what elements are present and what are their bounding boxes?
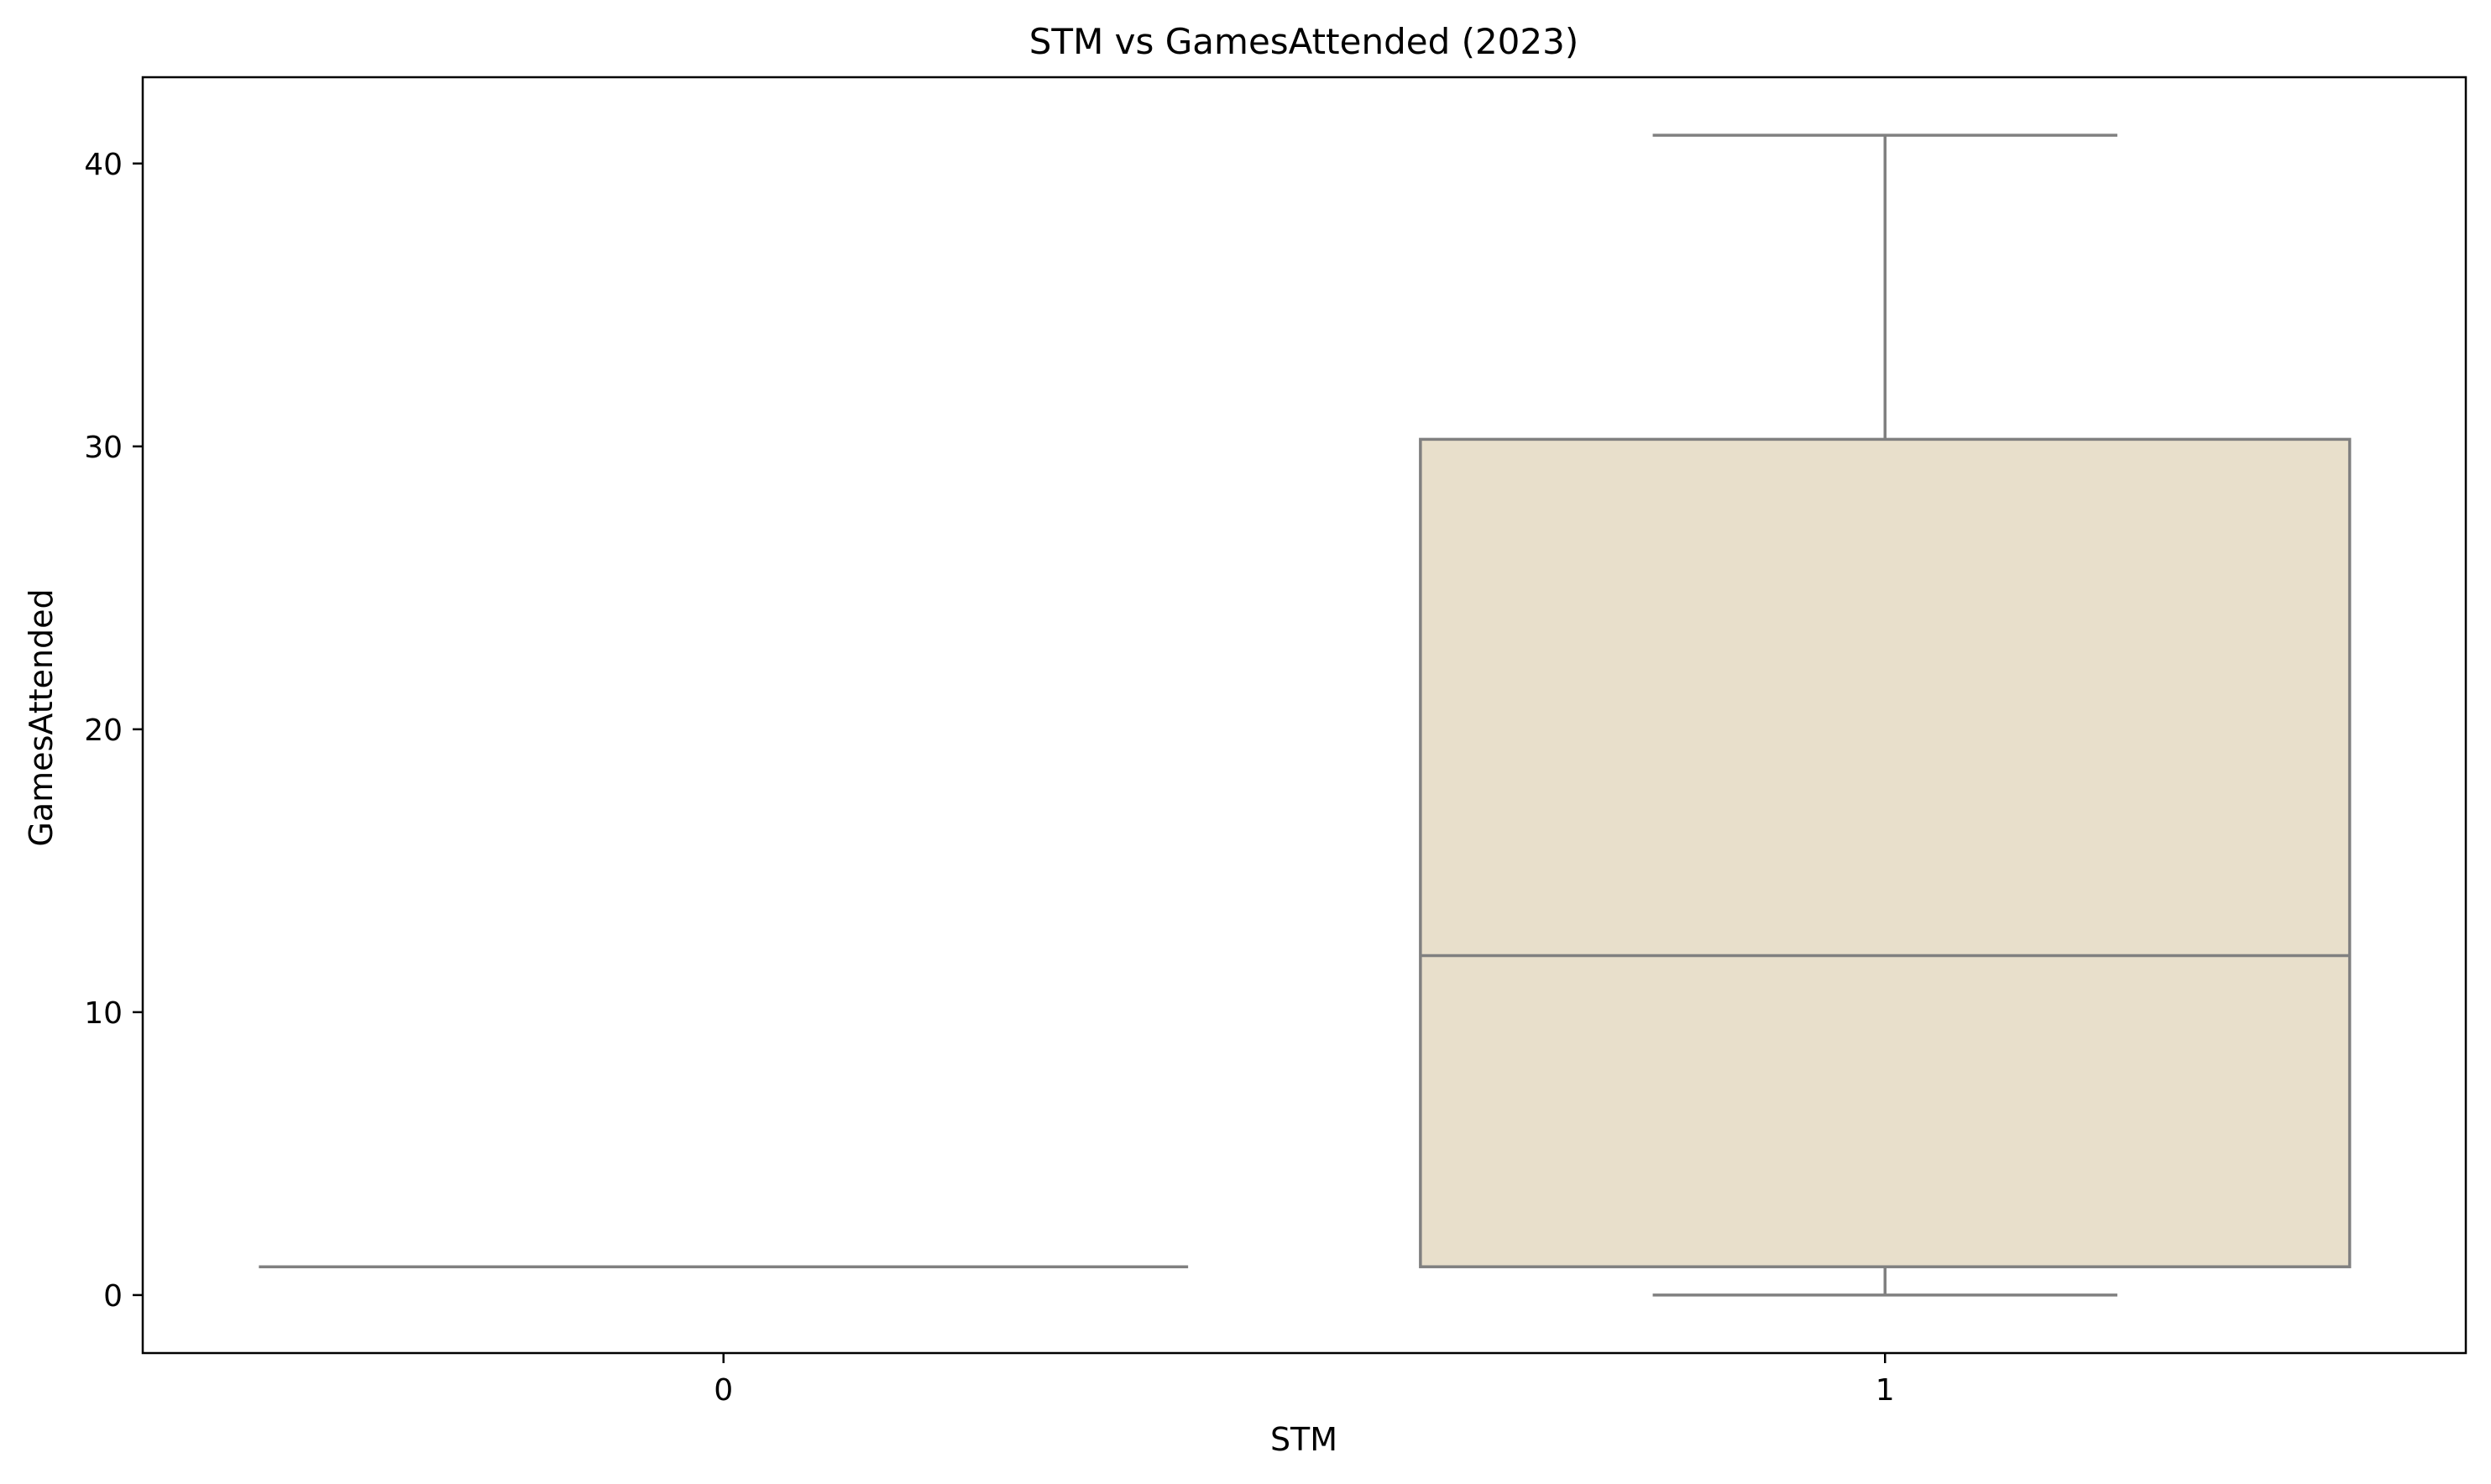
chart-title: STM vs GamesAttended (2023) <box>1029 21 1578 62</box>
y-tick-label: 10 <box>84 996 123 1031</box>
x-tick-label: 1 <box>1876 1373 1895 1408</box>
y-tick-label: 0 <box>103 1279 123 1314</box>
y-tick-label: 20 <box>84 713 123 748</box>
x-tick-label: 0 <box>714 1373 733 1408</box>
box-1 <box>1419 437 2352 1268</box>
axes-frame <box>141 76 2467 1355</box>
y-tick-label: 40 <box>84 148 123 182</box>
y-axis-label: GamesAttended <box>23 588 60 846</box>
x-axis-label: STM <box>1270 1421 1337 1458</box>
plot-area: 0 10 20 30 40 0 1 <box>84 76 2467 1408</box>
y-tick-label: 30 <box>84 431 123 465</box>
